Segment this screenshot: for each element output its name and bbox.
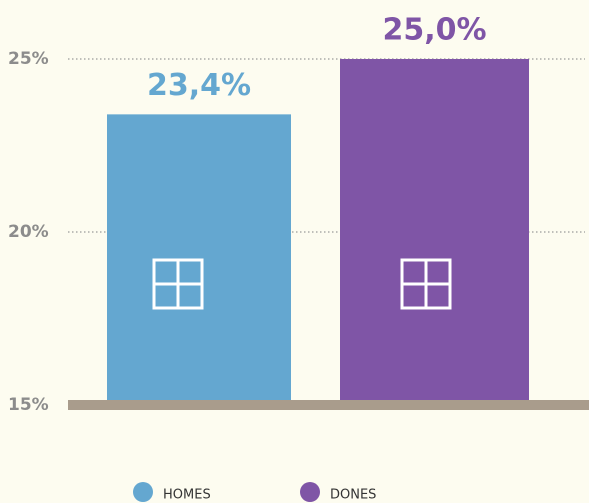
baseline bbox=[68, 400, 589, 410]
value-label: 25,0% bbox=[382, 13, 486, 48]
y-tick-label: 25% bbox=[8, 49, 49, 69]
legend-swatch bbox=[133, 482, 153, 502]
y-tick-label: 15% bbox=[8, 395, 49, 415]
y-tick-label: 20% bbox=[8, 222, 49, 242]
legend-label: HOMES bbox=[163, 488, 211, 503]
value-label: 23,4% bbox=[147, 68, 251, 103]
legend-swatch bbox=[300, 482, 320, 502]
bar bbox=[340, 59, 529, 405]
legend-label: DONES bbox=[330, 488, 376, 503]
